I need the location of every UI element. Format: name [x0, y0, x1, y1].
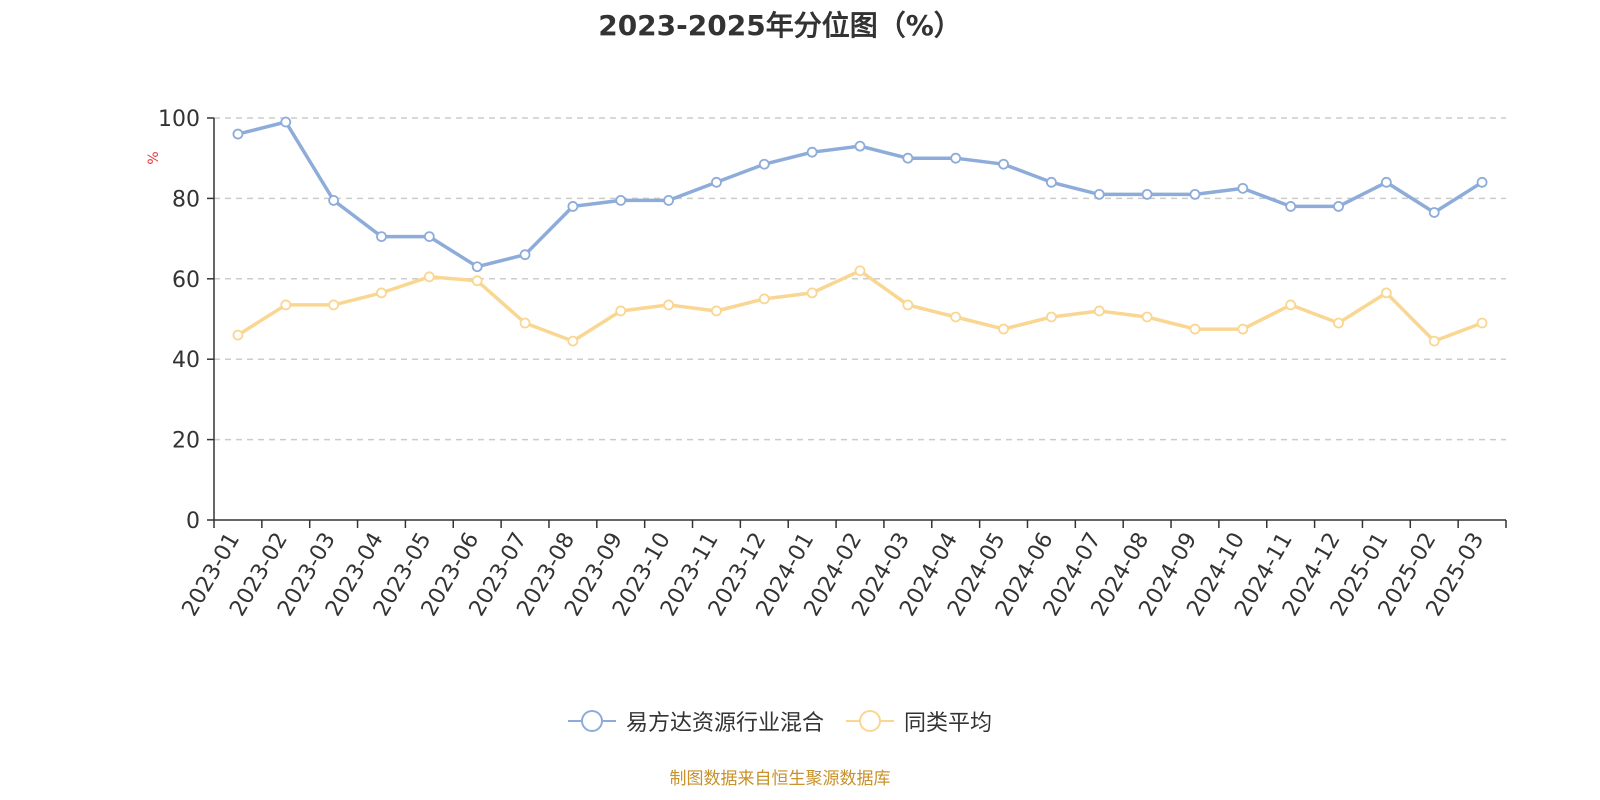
data-point [328, 299, 340, 311]
data-point [471, 261, 483, 273]
data-point [1428, 207, 1440, 218]
data-point [663, 299, 674, 311]
data-point [1189, 323, 1201, 335]
legend-marker-icon [846, 710, 894, 732]
y-tick-label: 20 [172, 429, 200, 454]
data-point [902, 152, 914, 164]
data-point [1333, 201, 1344, 212]
data-point [1428, 335, 1440, 347]
data-point [519, 249, 531, 261]
legend-marker-icon [567, 710, 616, 732]
data-point [998, 323, 1009, 335]
y-tick-label: 60 [172, 268, 200, 293]
chart-title: 2023-2025年分位图（%） [598, 9, 962, 42]
legend-label-series-1: 易方达资源行业混合 [625, 711, 824, 736]
legend-item-series-2[interactable]: 同类平均 [846, 705, 992, 737]
data-point [376, 287, 387, 299]
data-point [567, 335, 579, 347]
data-point [232, 128, 244, 140]
data-point [711, 305, 722, 317]
data-point [806, 287, 818, 299]
data-point [950, 311, 962, 323]
legend-item-series-1[interactable]: 易方达资源行业混合 [567, 705, 824, 737]
data-point [328, 195, 340, 206]
data-point [471, 275, 483, 287]
data-point [615, 195, 627, 206]
data-point [1237, 182, 1249, 194]
data-point [758, 158, 770, 170]
y-tick-label: 40 [172, 348, 200, 373]
data-point [663, 195, 674, 206]
data-point [567, 201, 579, 212]
data-point [1285, 201, 1297, 212]
y-tick-label: 100 [158, 107, 200, 132]
data-point [1093, 188, 1105, 200]
data-point [423, 231, 435, 242]
data-point [232, 329, 244, 341]
data-point [1189, 188, 1201, 200]
data-point [1476, 176, 1488, 188]
source-note: 制图数据来自恒生聚源数据库 [669, 769, 891, 789]
data-point [1380, 287, 1392, 299]
series-lines [232, 116, 1488, 347]
data-point [280, 116, 292, 128]
data-point [854, 140, 866, 152]
data-point [423, 271, 435, 283]
data-point [1285, 299, 1297, 311]
y-axis-label: % [146, 151, 162, 164]
data-point [1237, 323, 1249, 335]
axes: 0204060801002023-012023-022023-032023-04… [158, 107, 1507, 621]
legend-label-series-2: 同类平均 [904, 711, 993, 736]
data-point [519, 317, 531, 329]
data-point [1046, 311, 1057, 323]
data-point [950, 152, 962, 164]
data-point [1046, 176, 1057, 188]
data-point [854, 265, 866, 277]
data-point [1380, 176, 1392, 188]
data-point [758, 293, 770, 305]
y-tick-label: 80 [172, 187, 200, 212]
data-point [615, 305, 627, 317]
grid-lines [214, 117, 1506, 441]
data-point [1093, 305, 1105, 317]
data-point [280, 299, 292, 311]
data-point [1476, 317, 1488, 329]
data-point [1141, 311, 1153, 323]
data-point [998, 158, 1009, 170]
data-point [376, 231, 387, 242]
data-point [1141, 188, 1153, 200]
data-point [902, 299, 914, 311]
y-tick-label: 0 [186, 509, 200, 534]
legend: 易方达资源行业混合 同类平均 [0, 705, 1560, 737]
data-point [806, 146, 818, 158]
data-point [1333, 317, 1344, 329]
data-point [711, 176, 722, 188]
